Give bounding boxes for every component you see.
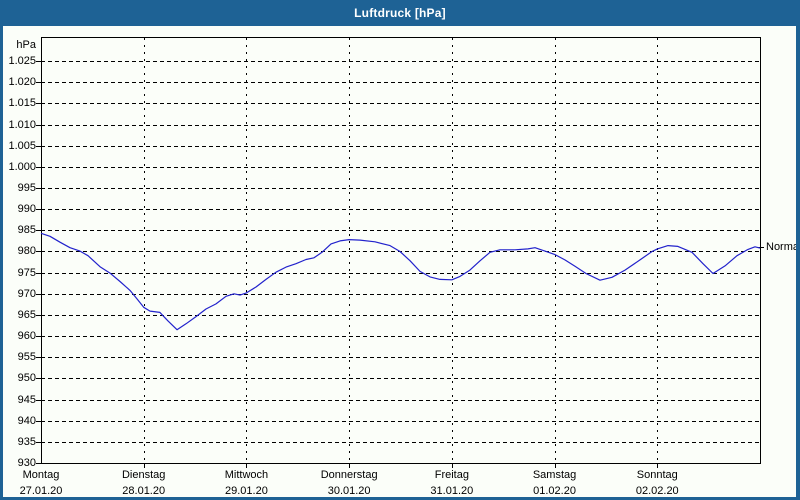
ytick-label-960: 960 bbox=[17, 330, 36, 343]
day-label-sonntag: Sonntag bbox=[636, 469, 678, 481]
ytick-label-995: 995 bbox=[17, 182, 36, 195]
y-axis-unit-label: hPa bbox=[16, 39, 36, 51]
day-label-samstag: Samstag bbox=[532, 469, 577, 481]
ytick-label-975: 975 bbox=[17, 266, 36, 279]
ytick-label-930: 930 bbox=[17, 457, 36, 469]
pressure-line bbox=[40, 232, 761, 331]
ytick-label-940: 940 bbox=[17, 414, 36, 427]
day-label-montag: Montag bbox=[22, 469, 60, 481]
ytick-label-1000: 1.000 bbox=[8, 160, 36, 173]
ytick-label-1015: 1.015 bbox=[8, 97, 36, 110]
window-frame-left bbox=[0, 26, 3, 500]
ytick-label-955: 955 bbox=[17, 351, 36, 364]
ytick-label-965: 965 bbox=[17, 308, 36, 321]
ytick-label-1025: 1.025 bbox=[8, 55, 36, 68]
ytick-label-935: 935 bbox=[17, 435, 36, 448]
date-label-29.01.20: 29.01.20 bbox=[225, 485, 268, 497]
ytick-label-1005: 1.005 bbox=[8, 139, 36, 152]
ytick-label-1010: 1.010 bbox=[8, 118, 36, 131]
ytick-label-980: 980 bbox=[17, 245, 36, 258]
date-label-28.01.20: 28.01.20 bbox=[122, 485, 166, 497]
day-label-freitag: Freitag bbox=[434, 469, 469, 481]
day-label-dienstag: Dienstag bbox=[121, 469, 166, 481]
ytick-label-970: 970 bbox=[17, 287, 36, 300]
date-label-30.01.20: 30.01.20 bbox=[327, 485, 371, 497]
date-label-01.02.20: 01.02.20 bbox=[533, 485, 576, 497]
date-label-02.02.20: 02.02.20 bbox=[635, 485, 679, 497]
date-label-27.01.20: 27.01.20 bbox=[19, 485, 63, 497]
date-label-31.01.20: 31.01.20 bbox=[430, 485, 474, 497]
plot-border bbox=[41, 37, 761, 464]
normal-annotation-label: Normal bbox=[766, 241, 800, 254]
window-frame-right bbox=[796, 26, 800, 500]
ytick-label-990: 990 bbox=[17, 203, 36, 216]
window-title: Luftdruck [hPa] bbox=[354, 6, 446, 20]
ytick-label-1020: 1.020 bbox=[8, 76, 36, 89]
day-label-mittwoch: Mittwoch bbox=[224, 469, 269, 481]
ytick-label-945: 945 bbox=[17, 393, 36, 406]
ytick-label-985: 985 bbox=[17, 224, 36, 237]
ytick-label-950: 950 bbox=[17, 372, 36, 385]
window-titlebar[interactable]: Luftdruck [hPa] bbox=[0, 0, 800, 26]
day-label-donnerstag: Donnerstag bbox=[320, 469, 378, 481]
window-frame-bottom bbox=[0, 497, 800, 500]
